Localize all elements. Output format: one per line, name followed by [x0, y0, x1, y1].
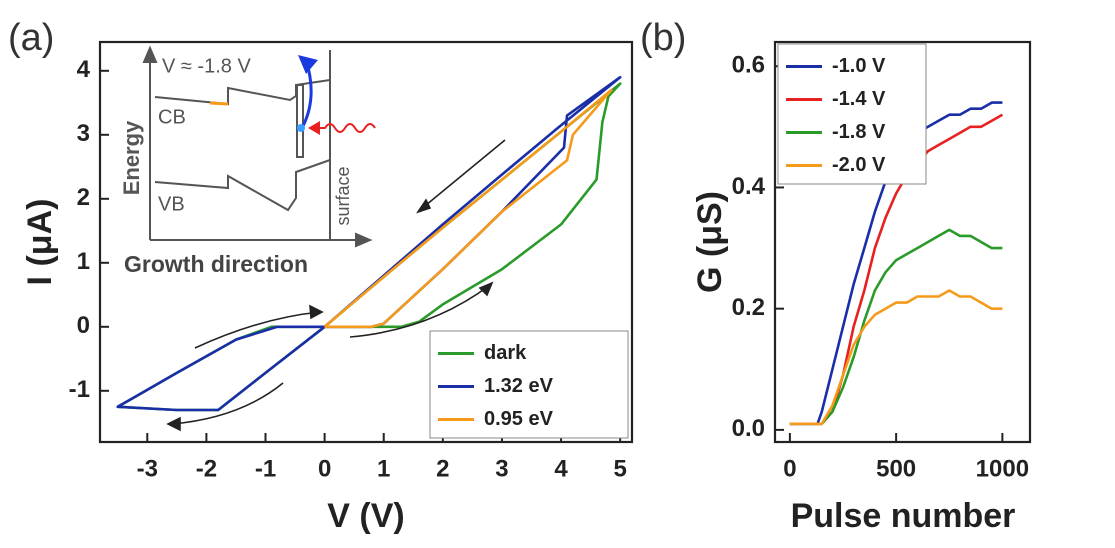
arrow-head	[416, 198, 432, 214]
photon-head	[308, 121, 320, 135]
legend-label: dark	[484, 342, 527, 364]
inset-label: Energy	[119, 120, 144, 195]
x-tick-label: 4	[554, 455, 568, 482]
x-tick-label: 1	[377, 455, 390, 482]
x-tick-label: 1000	[976, 455, 1029, 482]
legend-label: 1.32 eV	[484, 375, 554, 397]
legend-label: 0.95 eV	[484, 408, 554, 430]
x-axis-title: Pulse number	[791, 497, 1016, 535]
well	[296, 84, 304, 158]
panel-label: (a)	[8, 17, 54, 59]
electron	[297, 124, 305, 132]
sweep-arrows	[166, 139, 506, 432]
y-axis-title: I (μA)	[21, 199, 59, 286]
x-tick-label: 0	[783, 455, 796, 482]
legend-label: -1.8 V	[832, 121, 886, 143]
y-tick-label: 0.6	[732, 52, 765, 79]
arrow-head	[309, 304, 324, 320]
y-tick-label: 0.4	[732, 173, 766, 200]
y-tick-label: 0.2	[732, 294, 765, 321]
x-tick-label: 3	[495, 455, 508, 482]
inset-label: V ≈ -1.8 V	[162, 55, 251, 77]
x-tick-label: -2	[196, 455, 217, 482]
arrow-head	[478, 281, 494, 297]
cb-occupied	[209, 101, 229, 106]
inset-label: VB	[158, 193, 185, 215]
series-line	[789, 289, 1003, 426]
y-tick-label: 0	[77, 312, 90, 339]
x-tick-label: 500	[876, 455, 916, 482]
x-tick-label: -3	[137, 455, 158, 482]
y-tick-label: 0.0	[732, 415, 765, 442]
legend-label: -1.4 V	[832, 88, 886, 110]
vb-band	[154, 159, 331, 212]
arrow-head	[166, 416, 181, 432]
inset-label: surface	[333, 166, 353, 225]
inset-label: CB	[158, 106, 186, 128]
legend-label: -2.0 V	[832, 154, 886, 176]
y-tick-label: 4	[77, 56, 91, 83]
photon	[316, 123, 376, 133]
y-tick-label: 2	[77, 184, 90, 211]
y-tick-label: -1	[69, 376, 90, 403]
series-line	[323, 88, 613, 329]
x-tick-label: 5	[613, 455, 626, 482]
x-tick-label: 0	[318, 455, 331, 482]
legend-label: -1.0 V	[832, 55, 886, 77]
inset-label: Growth direction	[124, 251, 308, 277]
x-tick-label: -1	[255, 455, 276, 482]
series-line	[789, 228, 1003, 426]
sweep-arrow	[349, 284, 491, 338]
plot-frame	[98, 40, 634, 444]
inset-arrow	[142, 45, 158, 63]
inset-arrow	[355, 232, 373, 248]
y-tick-label: 3	[77, 120, 90, 147]
sweep-arrow	[419, 139, 506, 211]
x-tick-label: 2	[436, 455, 449, 482]
plot-frame	[773, 40, 1032, 444]
sweep-arrow	[171, 382, 284, 425]
x-axis-title: V (V)	[327, 497, 404, 535]
tunnel-head	[298, 55, 318, 74]
sweep-arrow	[194, 311, 321, 349]
panel-label: (b)	[640, 17, 686, 59]
inset	[142, 45, 376, 248]
y-tick-label: 1	[77, 248, 90, 275]
y-axis-title: G (μS)	[691, 191, 729, 293]
